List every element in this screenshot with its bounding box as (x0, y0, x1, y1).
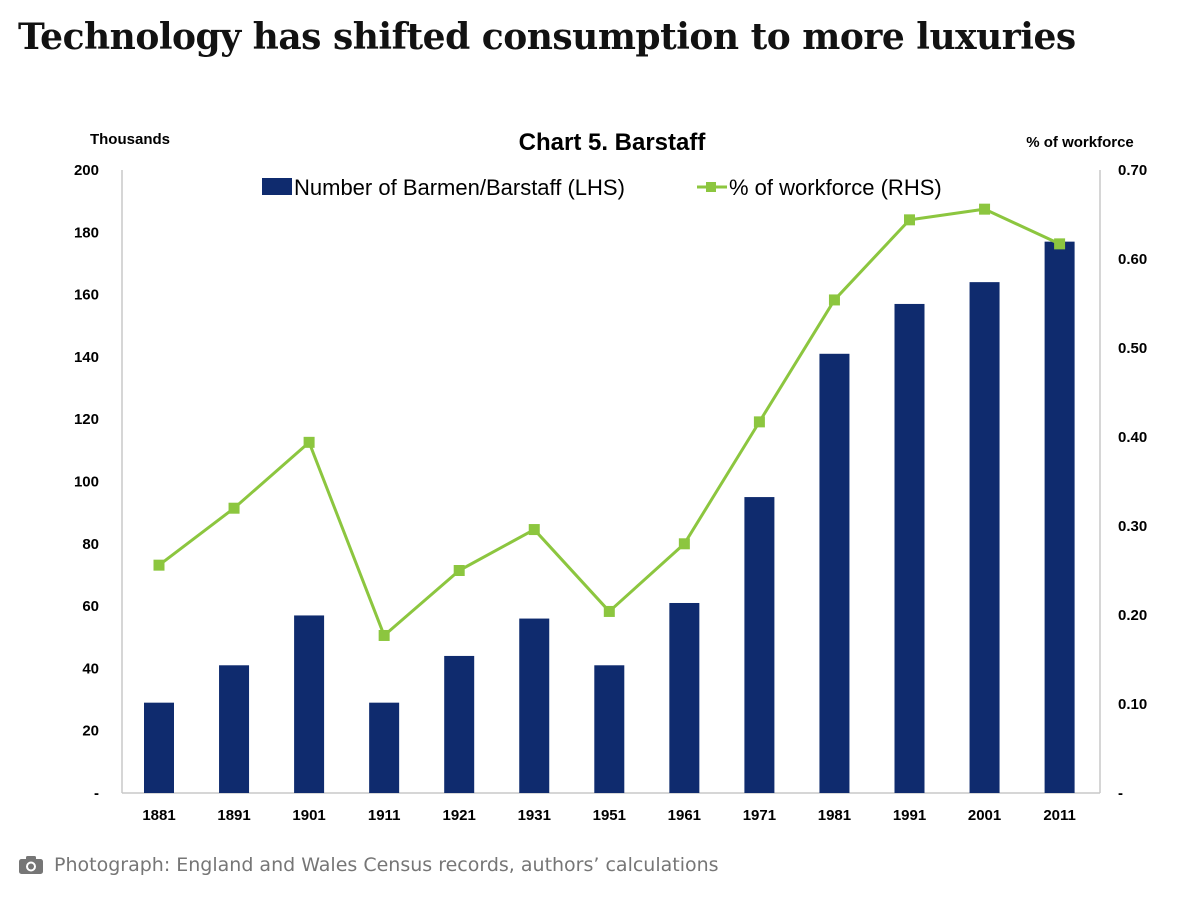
right-tick-label: 0.70 (1118, 162, 1147, 179)
right-axis-label: % of workforce (1026, 134, 1134, 151)
right-tick-label: 0.30 (1118, 518, 1147, 535)
left-tick-label: - (94, 785, 99, 802)
right-tick-label: - (1118, 785, 1123, 802)
legend-bar-label: Number of Barmen/Barstaff (LHS) (294, 175, 625, 200)
legend-line-marker (706, 182, 716, 192)
line-point-1951 (603, 605, 615, 617)
legend: Number of Barmen/Barstaff (LHS) % of wor… (262, 175, 942, 200)
workforce-line (158, 207, 1061, 637)
line-point-1971 (753, 416, 765, 428)
right-tick-label: 0.60 (1118, 251, 1147, 268)
bar-1931 (519, 618, 550, 793)
x-tick-label: 1981 (818, 807, 851, 824)
left-tick-label: 80 (82, 536, 99, 553)
x-tick-label: 1961 (668, 807, 701, 824)
right-tick-label: 0.40 (1118, 429, 1147, 446)
right-axis-ticks: - 0.10 0.20 0.30 0.40 0.50 0.60 0.70 (1118, 162, 1147, 802)
x-tick-label: 1901 (292, 807, 325, 824)
bar-1901 (294, 615, 325, 793)
bar-2011 (1044, 241, 1075, 793)
line-point-1931 (528, 524, 540, 536)
line-point-1881 (153, 559, 165, 571)
left-axis-label: Thousands (90, 131, 170, 148)
photo-caption: Photograph: England and Wales Census rec… (18, 851, 719, 879)
bar-1971 (744, 497, 775, 793)
bar-2001 (969, 282, 1000, 793)
left-tick-label: 40 (82, 660, 99, 677)
x-tick-label: 1951 (593, 807, 626, 824)
chart: Chart 5. Barstaff Thousands % of workfor… (74, 129, 1147, 824)
headline: Technology has shifted consumption to mo… (18, 16, 1076, 58)
line-point-2001 (979, 203, 991, 215)
left-tick-label: 160 (74, 287, 99, 304)
bar-1981 (819, 353, 850, 793)
line-point-1961 (678, 538, 690, 550)
line-point-1911 (378, 629, 390, 641)
x-tick-label: 2011 (1043, 807, 1076, 824)
legend-line-label: % of workforce (RHS) (729, 175, 942, 200)
left-tick-label: 140 (74, 349, 99, 366)
bar-1961 (669, 602, 700, 793)
bar-1911 (369, 702, 400, 793)
caption-text: Photograph: England and Wales Census rec… (54, 854, 719, 876)
line-point-1921 (453, 565, 465, 576)
x-tick-label: 2001 (968, 807, 1001, 824)
left-tick-label: 20 (82, 723, 99, 740)
line-point-1991 (904, 214, 915, 226)
chart-title: Chart 5. Barstaff (519, 129, 707, 156)
x-tick-label: 1911 (368, 807, 401, 824)
x-tick-label: 1921 (443, 807, 476, 824)
line-point-2011 (1054, 238, 1066, 250)
left-tick-label: 180 (74, 224, 99, 241)
right-tick-label: 0.20 (1118, 607, 1147, 624)
bar-series (144, 241, 1075, 793)
camera-icon (19, 856, 43, 874)
x-tick-label: 1991 (893, 807, 926, 824)
x-tick-label: 1881 (142, 807, 175, 824)
right-tick-label: 0.50 (1118, 340, 1147, 357)
x-tick-label: 1931 (518, 807, 551, 824)
right-tick-label: 0.10 (1118, 696, 1147, 713)
bar-1951 (594, 665, 625, 793)
line-point-1891 (228, 502, 240, 514)
legend-bar-swatch (262, 178, 292, 195)
line-point-1901 (303, 436, 315, 448)
left-tick-label: 100 (74, 474, 99, 491)
x-tick-label: 1971 (743, 807, 776, 824)
left-axis-ticks: - 20 40 60 80 100 120 140 160 180 200 (74, 162, 99, 802)
bar-1991 (894, 303, 925, 793)
left-tick-label: 200 (74, 162, 99, 179)
bar-1881 (144, 702, 174, 793)
left-tick-label: 120 (74, 411, 99, 428)
bar-1891 (219, 665, 250, 793)
x-axis-labels: 1881 1891 1901 1911 1921 1931 1951 1961 1971 1981… (142, 807, 1076, 824)
bar-1921 (444, 655, 475, 793)
x-tick-label: 1891 (217, 807, 250, 824)
line-point-1981 (828, 294, 840, 306)
left-tick-label: 60 (82, 598, 99, 615)
line-series (153, 203, 1066, 641)
